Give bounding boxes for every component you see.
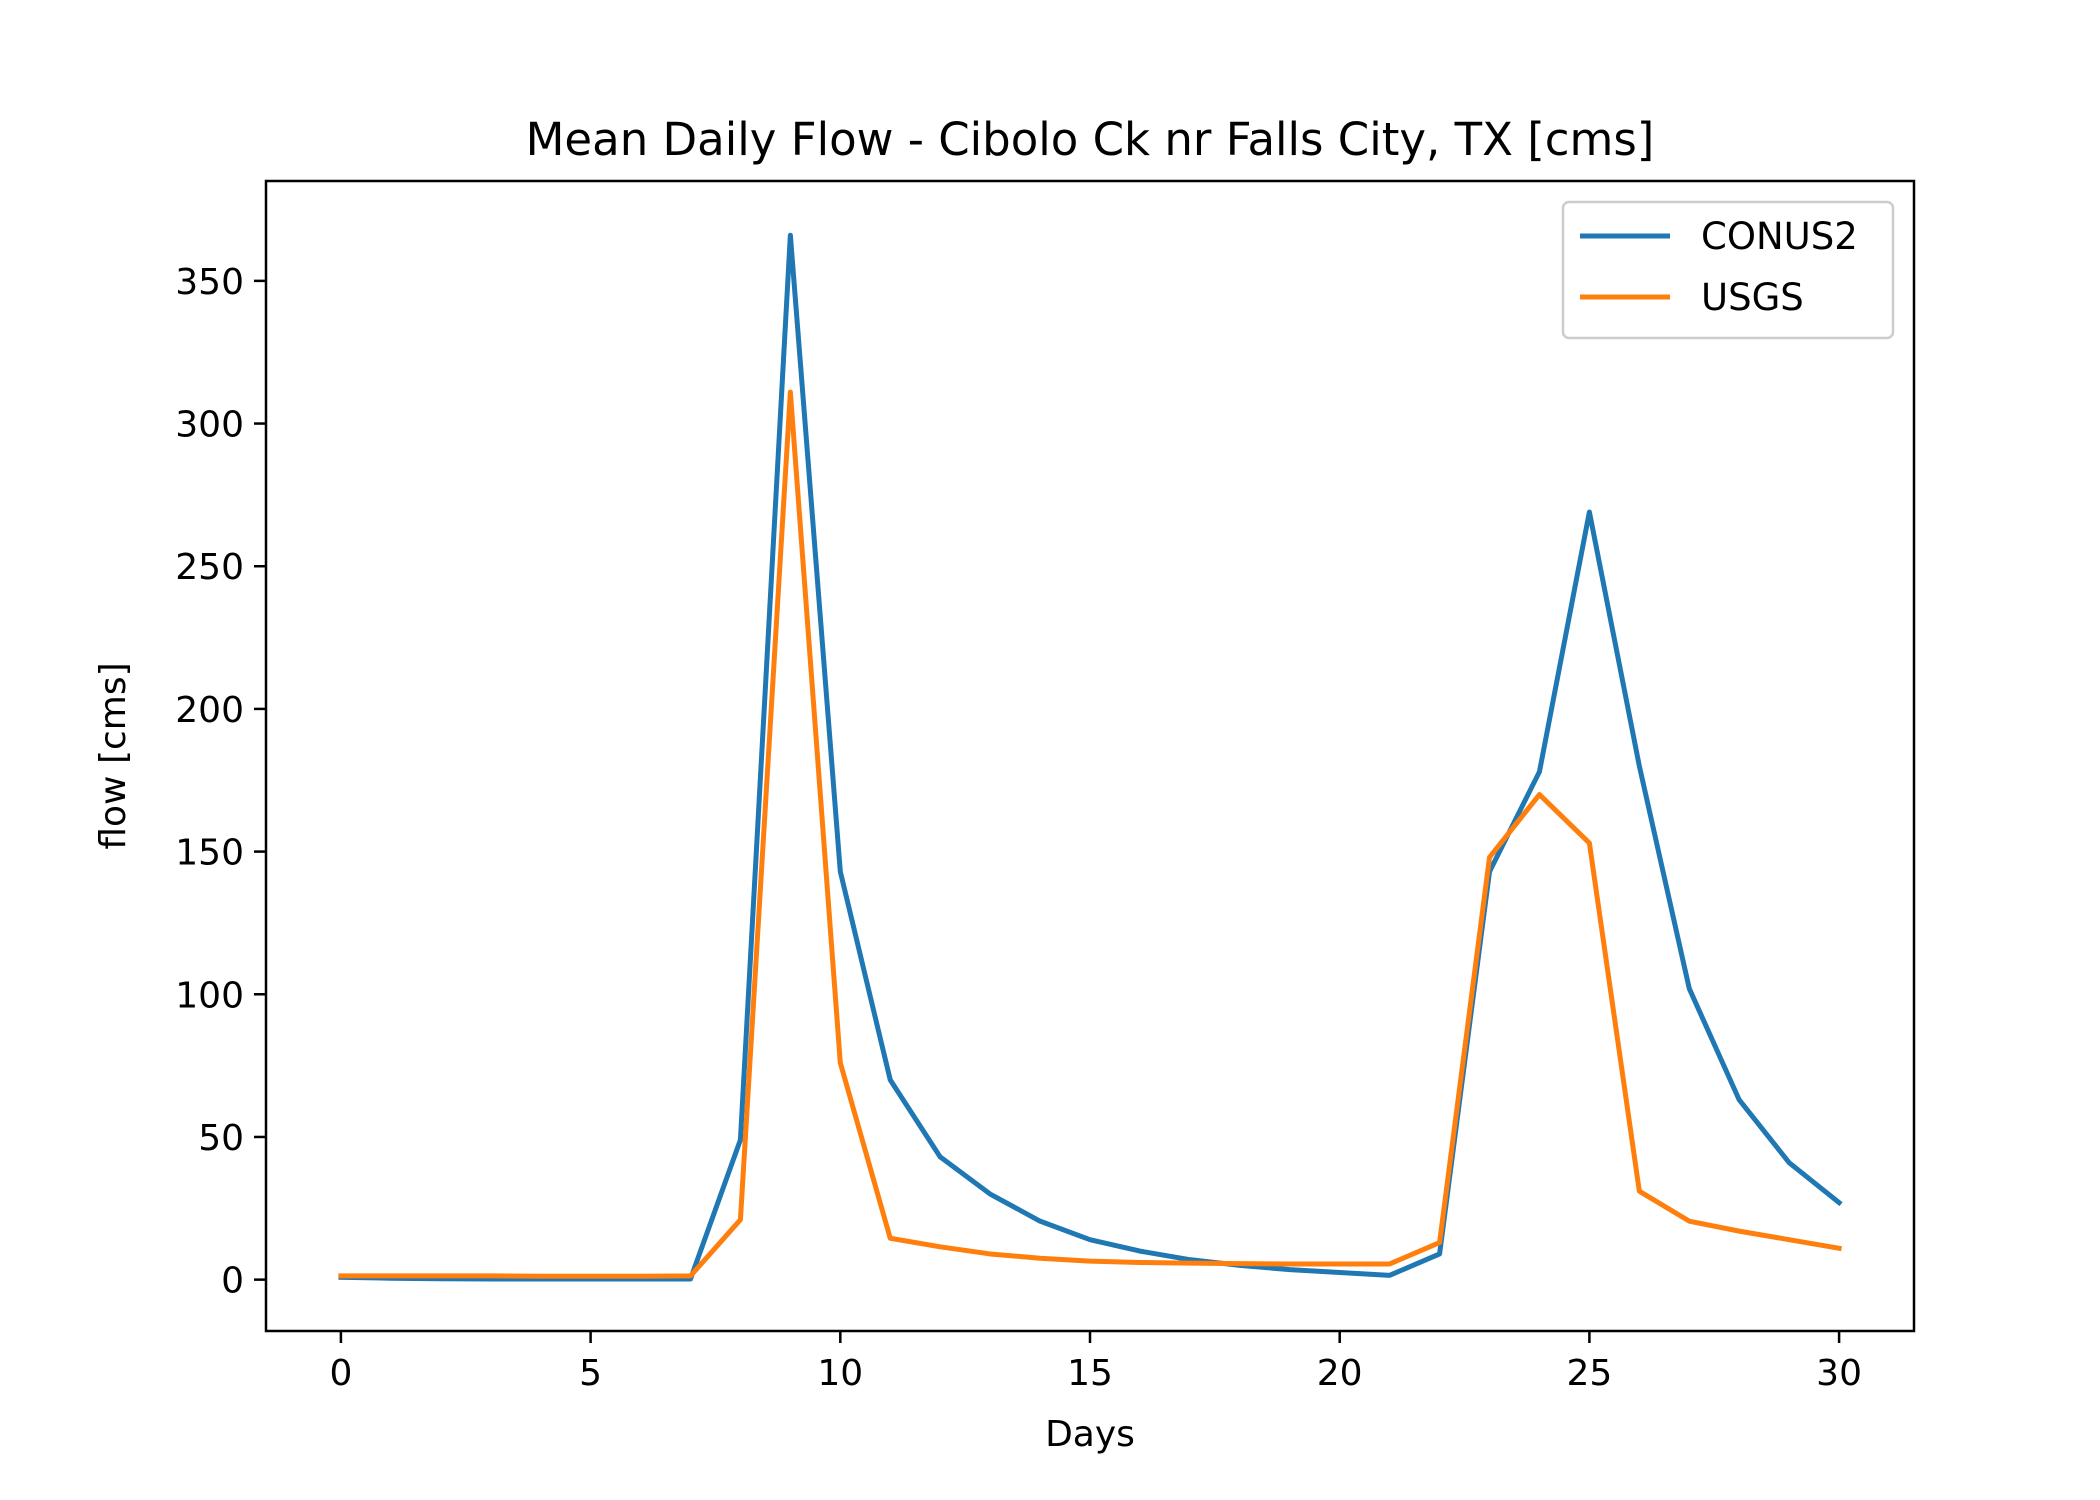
chart-title: Mean Daily Flow - Cibolo Ck nr Falls Cit… [526, 113, 1655, 166]
legend-label-conus2: CONUS2 [1701, 215, 1858, 258]
y-tick-label: 50 [198, 1118, 244, 1159]
series-layer [338, 232, 1843, 1282]
legend-label-usgs: USGS [1701, 276, 1804, 319]
legend: CONUS2 USGS [1561, 200, 1895, 340]
x-tick-label: 0 [329, 1353, 352, 1394]
series-line-usgs [338, 389, 1842, 1279]
x-axis-label: Days [1045, 1414, 1135, 1455]
x-tick-label: 5 [579, 1353, 602, 1394]
y-tick-label: 0 [221, 1261, 244, 1302]
x-tick-label: 30 [1816, 1353, 1862, 1394]
y-tick-label: 350 [175, 262, 244, 303]
x-tick-label: 15 [1067, 1353, 1113, 1394]
y-tick-label: 100 [175, 975, 244, 1016]
y-tick-label: 300 [175, 405, 244, 446]
x-tick-label: 25 [1566, 1353, 1612, 1394]
y-tick-label: 150 [175, 833, 244, 874]
y-axis-label: flow [cms] [93, 662, 134, 849]
y-tick-label: 250 [175, 547, 244, 588]
x-tick-label: 20 [1317, 1353, 1363, 1394]
x-tick-label: 10 [817, 1353, 863, 1394]
y-tick-label: 200 [175, 690, 244, 731]
series-line-conus2 [338, 232, 1843, 1282]
